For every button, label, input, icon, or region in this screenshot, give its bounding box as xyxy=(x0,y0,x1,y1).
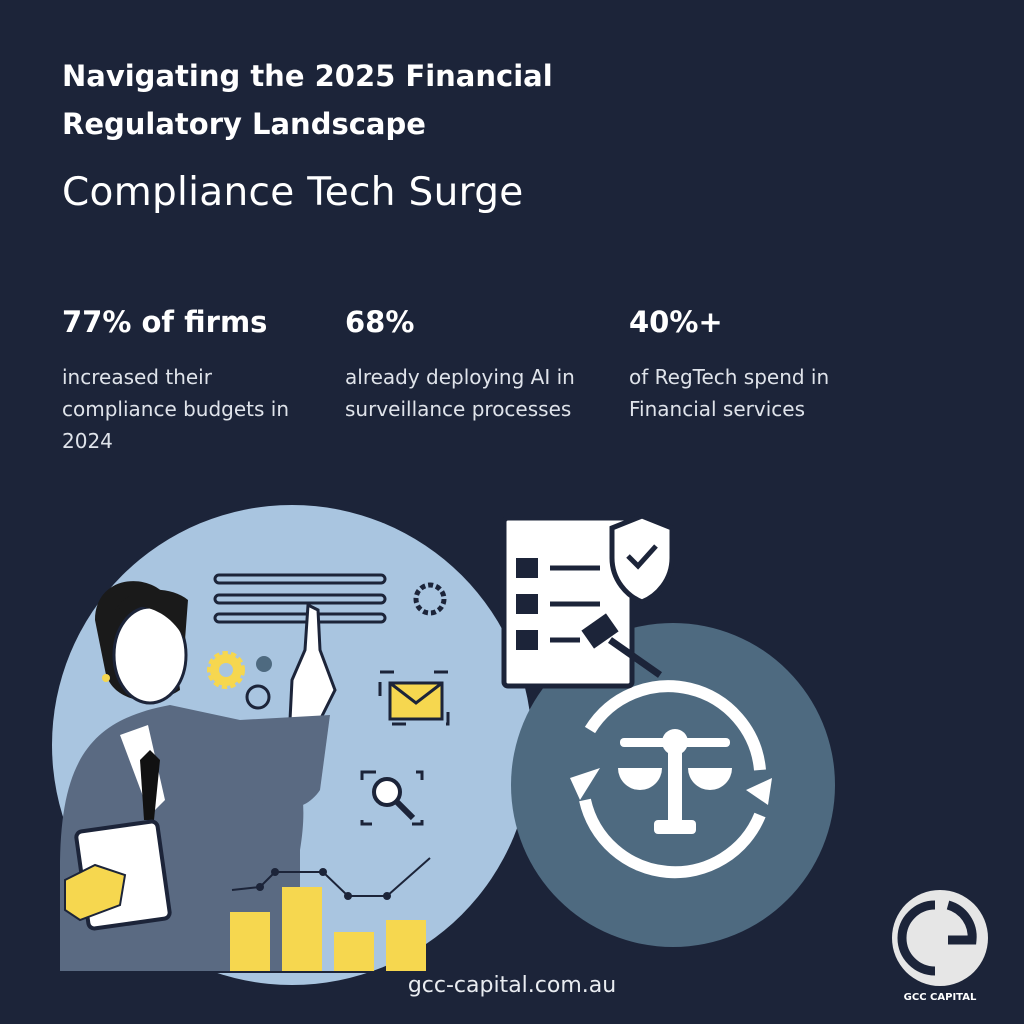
title-line: Regulatory Landscape xyxy=(62,107,426,141)
stat: 40%+ of RegTech spend in Financial servi… xyxy=(629,305,899,425)
person xyxy=(60,581,337,972)
stat-text: increased their xyxy=(62,365,212,389)
stat: 68% already deploying AI in surveillance… xyxy=(345,305,615,425)
gear xyxy=(413,582,447,616)
title: Navigating the 2025 Financial Regulatory… xyxy=(62,52,553,148)
gear xyxy=(245,684,271,710)
ui-panel xyxy=(213,573,450,826)
subtitle: Compliance Tech Surge xyxy=(62,170,524,215)
gear xyxy=(256,656,272,672)
decor-chart xyxy=(60,857,440,973)
stat-headline: 68% xyxy=(345,305,415,339)
title-line: Navigating the 2025 Financial xyxy=(62,59,553,93)
stat-text: 2024 xyxy=(62,429,113,453)
logo xyxy=(892,890,988,986)
stat-text: Financial services xyxy=(629,397,805,421)
scale-icon xyxy=(579,680,766,879)
stat-headline: 40%+ xyxy=(629,305,723,339)
logo-text: GCC CAPITAL xyxy=(903,992,977,1003)
stat: 77% of firms increased their compliance … xyxy=(62,305,332,457)
magnifier xyxy=(372,777,402,807)
stat-headline: 77% of firms xyxy=(62,305,268,339)
scale xyxy=(618,729,732,834)
website-url: gcc-capital.com.au xyxy=(407,973,617,998)
document-icon xyxy=(501,513,675,689)
stat-text: of RegTech spend in xyxy=(629,365,830,389)
stat-text: already deploying AI in xyxy=(345,365,575,389)
stat-text: compliance budgets in xyxy=(62,397,290,421)
stat-text: surveillance processes xyxy=(345,397,572,421)
